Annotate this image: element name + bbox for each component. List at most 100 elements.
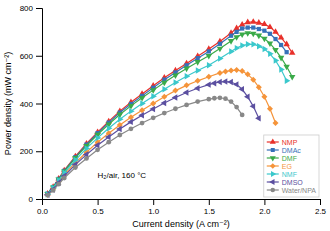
marker: [62, 176, 67, 181]
marker: [234, 67, 240, 73]
marker: [85, 145, 91, 151]
marker: [272, 48, 278, 54]
marker: [206, 74, 212, 80]
tick-mark: [36, 151, 42, 152]
legend-symbol: [271, 171, 276, 177]
legend-symbol: [271, 148, 275, 152]
series: [45, 95, 244, 197]
marker: [56, 182, 61, 187]
marker: [207, 49, 211, 53]
marker: [272, 28, 278, 34]
marker: [268, 51, 274, 57]
tick-label: 800: [20, 4, 34, 13]
marker: [222, 69, 228, 75]
marker: [273, 37, 277, 41]
marker: [244, 19, 250, 25]
marker: [172, 88, 178, 94]
marker: [229, 48, 235, 54]
marker: [267, 41, 273, 47]
series-line: [48, 22, 293, 194]
tick-label: 0: [29, 195, 34, 204]
marker: [140, 121, 145, 126]
marker: [245, 71, 251, 77]
marker: [217, 47, 223, 53]
marks: [44, 18, 296, 198]
marker: [172, 73, 178, 79]
legend-label: DMSO: [282, 179, 304, 186]
marker: [172, 94, 178, 100]
marker: [289, 75, 295, 81]
marker: [233, 35, 239, 41]
marker: [183, 89, 189, 95]
tick-label: 600: [20, 52, 34, 61]
marker: [185, 73, 191, 79]
marker: [251, 25, 255, 29]
tick-mark: [36, 104, 42, 105]
marker: [151, 93, 157, 99]
legend-label: DMAc: [282, 147, 302, 154]
marker: [211, 80, 217, 86]
marker: [217, 70, 223, 76]
marker: [116, 126, 122, 132]
tick: 600: [20, 52, 42, 61]
marker: [256, 34, 262, 40]
legend-label: Water/NPA: [282, 187, 317, 194]
marker: [263, 46, 269, 52]
marker: [235, 45, 241, 51]
legend-entry: EG: [267, 163, 292, 170]
tick-label: 0.5: [93, 207, 105, 216]
tick-label: 2.0: [259, 207, 271, 216]
marker: [285, 50, 289, 54]
legend-label: DMF: [282, 155, 297, 162]
tick-mark: [209, 199, 210, 205]
tick: 1.0: [148, 199, 160, 216]
tick-label: 2.5: [315, 207, 327, 216]
marker: [139, 107, 145, 113]
marker: [257, 27, 261, 31]
tick: 0: [29, 195, 42, 204]
marker: [44, 191, 50, 197]
marker: [195, 78, 201, 84]
marker: [184, 103, 189, 108]
marker: [45, 193, 50, 198]
marker: [49, 186, 55, 192]
marker: [222, 78, 228, 84]
marker: [238, 86, 244, 92]
series: [44, 31, 295, 197]
marker: [161, 100, 167, 106]
tick: 800: [20, 4, 42, 13]
tick: 2.5: [315, 199, 327, 216]
x-axis-title: Current density (A cm⁻²): [132, 219, 229, 229]
marker: [240, 113, 245, 118]
marker: [256, 19, 262, 25]
marker: [240, 42, 246, 48]
series-line: [48, 98, 243, 195]
tick: 0.5: [93, 199, 105, 216]
marker: [96, 135, 102, 141]
marker: [206, 97, 211, 102]
marker: [196, 56, 200, 60]
series-line: [48, 82, 259, 195]
tick-mark: [98, 199, 99, 205]
marker: [228, 68, 234, 74]
marker: [246, 25, 250, 29]
series-line: [48, 28, 287, 194]
marker: [205, 81, 211, 87]
tick-mark: [153, 199, 154, 205]
marker: [216, 79, 222, 85]
marker: [118, 116, 124, 122]
legend: NMPDMAcDMFEGNMFDMSOWater/NPA: [264, 135, 319, 197]
marker: [150, 101, 156, 107]
marker: [274, 57, 280, 63]
series-line: [48, 70, 276, 195]
legend-symbol: [271, 188, 276, 193]
marker: [195, 99, 200, 104]
marker: [251, 41, 257, 47]
legend-entry: NMF: [267, 171, 297, 178]
marker: [267, 106, 273, 112]
marker: [234, 105, 239, 110]
marker: [127, 119, 133, 125]
marker: [194, 60, 200, 66]
marker: [207, 62, 213, 68]
marker: [289, 49, 295, 55]
